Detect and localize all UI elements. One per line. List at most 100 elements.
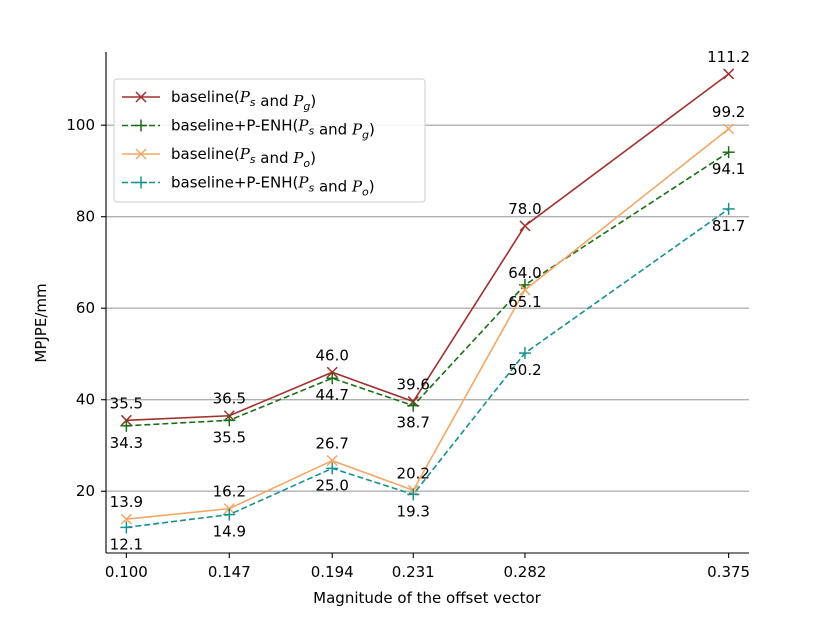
legend-label-part: and <box>314 178 352 196</box>
x-marker-stroke <box>519 284 531 296</box>
x-tick-label: 0.282 <box>503 563 546 581</box>
data-label: 20.2 <box>397 464 430 482</box>
legend-label-part: g <box>303 100 310 113</box>
legend-label-part: s <box>250 96 256 109</box>
legend-label-part: ) <box>310 92 316 110</box>
legend-label-part: ) <box>310 149 316 167</box>
data-label: 94.1 <box>712 160 745 178</box>
legend-label-part: P <box>297 174 309 192</box>
x-marker-stroke <box>135 91 147 103</box>
legend-label-part: ) <box>369 121 375 139</box>
x-marker <box>120 513 132 525</box>
plus-marker <box>223 508 236 521</box>
x-marker <box>519 220 531 232</box>
legend-label-part: baseline+P-ENH( <box>171 117 298 135</box>
x-tick-label: 0.100 <box>105 563 148 581</box>
y-tick-label: 100 <box>66 116 95 134</box>
legend-label-part: o <box>362 186 369 199</box>
data-label: 26.7 <box>316 435 349 453</box>
data-label: 36.5 <box>213 390 246 408</box>
x-marker-stroke <box>135 148 147 160</box>
data-label: 35.5 <box>110 394 143 412</box>
x-marker <box>135 91 147 103</box>
legend-label-part: baseline+P-ENH( <box>171 174 298 192</box>
data-label: 34.3 <box>110 434 143 452</box>
plus-marker <box>223 414 236 427</box>
x-marker <box>723 123 735 135</box>
legend-label-part: P <box>351 121 363 139</box>
data-label: 50.2 <box>508 361 541 379</box>
y-axis-title: MPJPE/mm <box>32 283 50 362</box>
legend-label-part: P <box>239 145 251 163</box>
x-marker-stroke <box>723 68 735 80</box>
data-label: 44.7 <box>316 386 349 404</box>
x-tick-label: 0.231 <box>392 563 435 581</box>
x-marker <box>135 148 147 160</box>
data-label: 81.7 <box>712 217 745 235</box>
plus-marker <box>407 399 420 412</box>
series-line <box>126 128 730 520</box>
x-marker-stroke <box>723 123 735 135</box>
legend-label-part: g <box>362 129 369 142</box>
legend-label-part: P <box>239 88 251 106</box>
legend-label: baseline+P-ENH(Ps and Pg) <box>171 117 375 142</box>
plus-marker <box>135 119 147 132</box>
y-tick-label: 60 <box>76 299 95 317</box>
legend-label-part: baseline( <box>171 88 240 106</box>
legend-label-part: P <box>297 117 309 135</box>
plus-marker <box>326 372 339 385</box>
legend-label-part: and <box>256 92 294 110</box>
plus-marker <box>120 521 133 534</box>
legend-label-part: P <box>351 178 363 196</box>
data-label: 46.0 <box>316 346 349 364</box>
data-label: 25.0 <box>316 476 349 494</box>
x-marker <box>326 455 338 467</box>
axes-layer: 20 40 60 80 100 0.100 0.147 0.194 0.231 0.282 0.37… <box>66 52 750 581</box>
data-label: 13.9 <box>110 493 143 511</box>
legend-label: baseline(Ps and Pg) <box>171 88 316 113</box>
data-label: 35.5 <box>213 428 246 446</box>
legend-label-part: o <box>303 157 310 170</box>
data-labels-layer: 35.5 36.5 46.0 39.6 78.0 111.2 34.3 35.5 44.7 38.… <box>110 48 750 553</box>
plus-marker <box>326 462 339 475</box>
x-marker <box>723 68 735 80</box>
plus-marker <box>135 176 147 189</box>
data-label: 65.1 <box>508 293 541 311</box>
legend-label-part: P <box>292 149 304 167</box>
x-marker-stroke <box>120 513 132 525</box>
data-label: 39.6 <box>397 376 430 394</box>
legend-label-part: and <box>314 121 352 139</box>
x-axis-title: Magnitude of the offset vector <box>313 589 541 607</box>
y-tick-label: 20 <box>76 482 95 500</box>
data-label: 19.3 <box>397 502 430 520</box>
plus-marker <box>722 146 735 159</box>
legend-label: baseline+P-ENH(Ps and Po) <box>171 174 375 199</box>
data-label: 38.7 <box>397 414 430 432</box>
series-line <box>126 208 730 529</box>
data-label: 64.0 <box>508 264 541 282</box>
legend-label-part: and <box>256 149 294 167</box>
data-label: 14.9 <box>213 523 246 541</box>
y-tick-label: 80 <box>76 208 95 226</box>
legend-label: baseline(Ps and Po) <box>171 145 316 170</box>
legend-frame <box>113 78 426 203</box>
plus-marker <box>407 488 420 501</box>
legend-label-part: ) <box>369 178 375 196</box>
legend-label-part: P <box>292 92 304 110</box>
plus-marker <box>722 202 735 215</box>
plus-marker <box>518 347 531 360</box>
series-line <box>126 73 730 422</box>
legend-label-part: s <box>308 182 314 195</box>
x-tick-label: 0.147 <box>208 563 251 581</box>
y-tick-label: 40 <box>76 391 95 409</box>
legend-label-part: s <box>308 125 314 138</box>
data-label: 16.2 <box>213 483 246 501</box>
x-marker-stroke <box>519 220 531 232</box>
data-label: 111.2 <box>707 48 750 66</box>
legend-label-part: s <box>250 153 256 166</box>
legend-label-part: baseline( <box>171 145 240 163</box>
data-label: 99.2 <box>712 103 745 121</box>
data-label: 78.0 <box>508 200 541 218</box>
series-layer <box>120 68 735 534</box>
x-marker <box>519 284 531 296</box>
